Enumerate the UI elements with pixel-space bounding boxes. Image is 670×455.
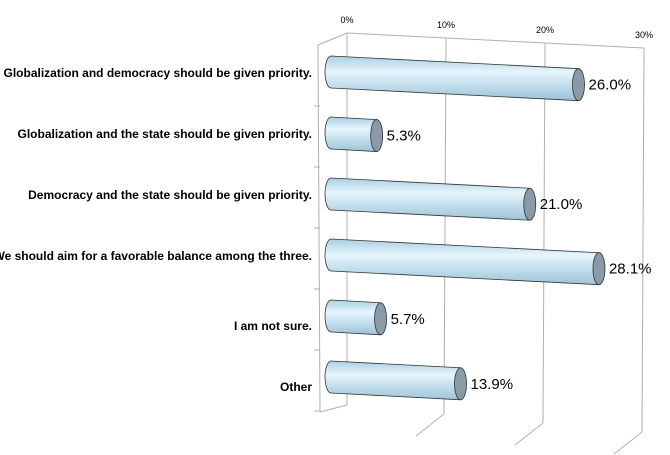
bar <box>324 177 531 221</box>
gridline <box>641 47 645 433</box>
category-label: Globalization and democracy should be gi… <box>3 66 313 80</box>
bar <box>324 238 600 286</box>
top-edge <box>346 32 447 39</box>
data-label: 5.7% <box>391 311 425 328</box>
top-edge <box>445 37 546 44</box>
data-label: 5.3% <box>387 128 421 145</box>
bar-cap <box>374 302 387 336</box>
category-label: We should aim for a favorable balance am… <box>0 249 312 263</box>
wall-top-line <box>317 32 348 46</box>
bar <box>324 360 461 401</box>
floor-left-line <box>319 404 348 413</box>
category-label: Other <box>279 380 312 394</box>
bar <box>324 55 579 102</box>
x-tick-label: 10% <box>437 20 455 30</box>
gridline <box>443 37 447 415</box>
top-edge <box>544 42 645 49</box>
bar-cap <box>370 119 384 152</box>
gridline <box>542 42 546 424</box>
category-label: Democracy and the state should be given … <box>28 188 312 202</box>
bar-cap <box>523 187 537 221</box>
data-label: 13.9% <box>471 376 514 393</box>
bar-cap <box>592 252 606 286</box>
bar <box>324 116 378 153</box>
data-label: 21.0% <box>540 196 583 213</box>
bar-cap <box>572 68 585 102</box>
data-label: 26.0% <box>589 77 632 94</box>
floor-gridline <box>415 413 445 437</box>
data-label: 28.1% <box>609 261 652 278</box>
category-label: I am not sure. <box>233 319 312 333</box>
bar-cap <box>454 367 467 401</box>
floor-gridline <box>613 431 643 455</box>
floor-gridline <box>514 422 544 446</box>
x-tick-label: 0% <box>340 15 353 25</box>
x-tick-label: 20% <box>536 25 554 35</box>
category-label: Globalization and the state should be gi… <box>17 127 312 141</box>
bar <box>324 299 381 336</box>
x-tick-label: 30% <box>635 30 653 40</box>
